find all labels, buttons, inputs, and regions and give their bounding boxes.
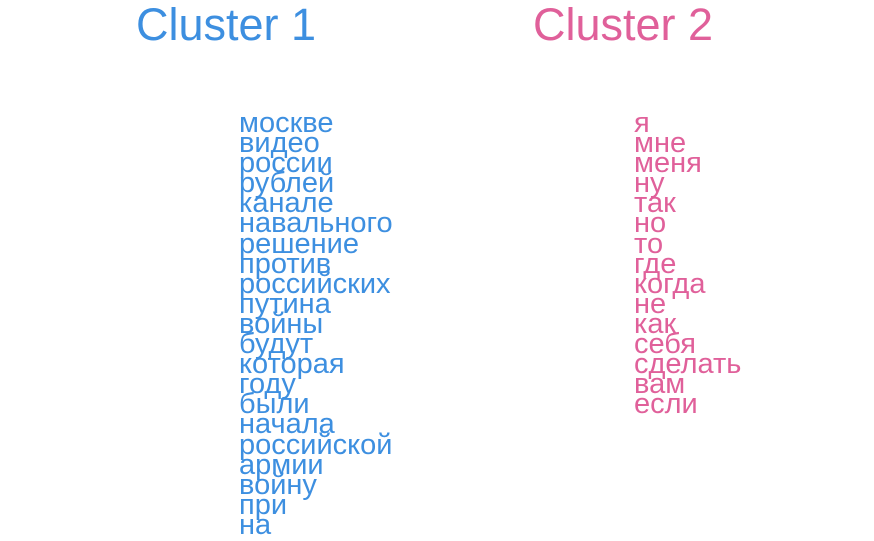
cluster-2-word: меня [634, 147, 702, 180]
cluster-1-word: против [239, 247, 332, 280]
cluster-1-word: на [239, 508, 272, 541]
cluster-2-word: ну [634, 167, 665, 200]
cluster-2-word: сделать [634, 348, 742, 381]
cluster-1-word: войны [239, 307, 324, 340]
cluster-1-word: году [239, 368, 296, 401]
cluster-2-word: когда [634, 267, 706, 300]
cluster-2-word: так [634, 187, 676, 220]
cluster-1-word: рублей [239, 167, 335, 200]
cluster-1-word: путина [239, 287, 331, 320]
cluster-1-word: будут [239, 328, 314, 361]
cluster-2-title: Cluster 2 [533, 0, 714, 50]
cluster-1-word: российской [239, 428, 393, 461]
cluster-2-word: себя [634, 328, 696, 361]
cluster-2-word: как [634, 307, 677, 340]
cluster-1-word: решение [239, 227, 359, 260]
cluster-1-word: войну [239, 468, 317, 501]
cluster-1-word: москве [239, 107, 334, 139]
cluster-2-word-list: я мне меня ну так но то где когда не как себя сделат… [634, 107, 742, 421]
cluster-1-word: были [239, 388, 310, 421]
cluster-2-word: то [634, 227, 664, 260]
cluster-2-word: не [634, 287, 667, 320]
cluster-2-word: но [634, 207, 667, 240]
cluster-2-word: вам [634, 368, 686, 401]
cluster-1-word: видео [239, 127, 320, 160]
cluster-1-word: при [239, 488, 288, 521]
cluster-1-word: начала [239, 408, 335, 441]
cluster-1-word: российских [239, 267, 391, 300]
cluster-2-word: если [634, 388, 698, 421]
cluster-1-word: канале [239, 187, 334, 220]
cluster-1-word: навального [239, 207, 393, 240]
cluster-2-word: мне [634, 127, 687, 160]
cluster-1-word-list: москве видео россии рублей канале навального р… [239, 107, 393, 541]
cluster-1-word: армии [239, 448, 324, 481]
cluster-2-word: где [634, 247, 677, 280]
cluster-1-title: Cluster 1 [136, 0, 317, 50]
cluster-1-word: которая [239, 348, 345, 381]
cluster-2-word: я [634, 107, 650, 139]
cluster-1-word: россии [239, 147, 333, 180]
